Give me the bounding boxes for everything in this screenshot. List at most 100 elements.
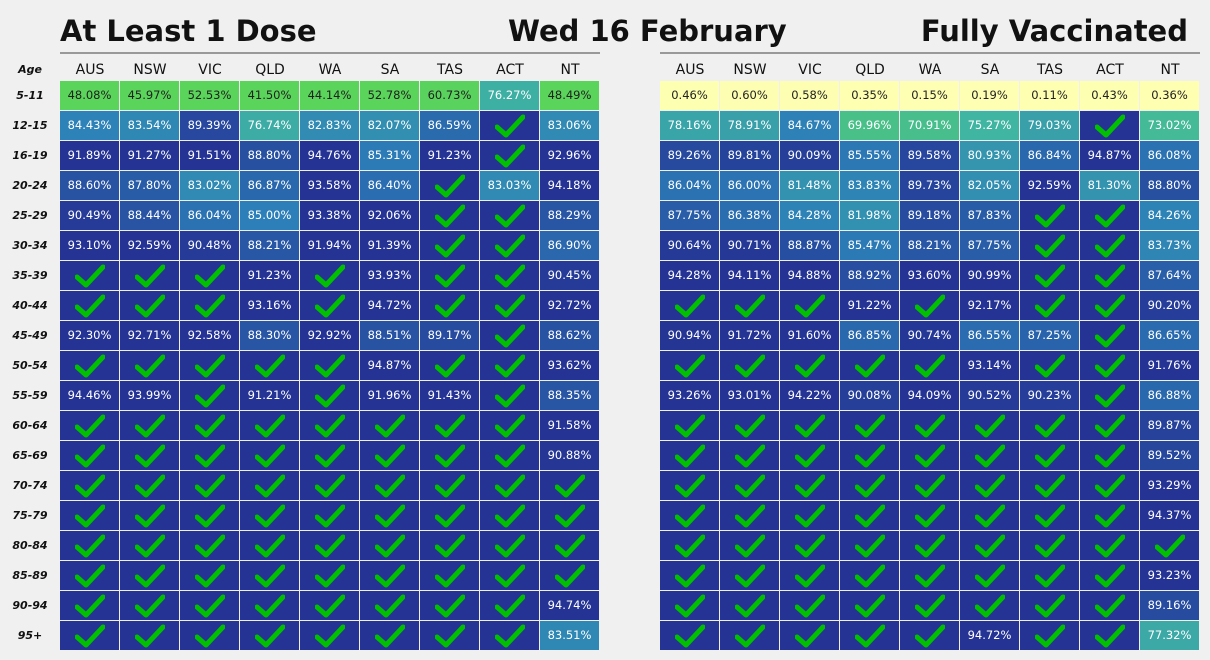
heatmap-cell: 90.94% — [660, 321, 719, 350]
check-icon — [300, 291, 359, 320]
check-icon — [540, 561, 599, 590]
heatmap-cell: 82.83% — [300, 111, 359, 140]
check-icon — [120, 471, 179, 500]
heatmap-cell: 90.74% — [900, 321, 959, 350]
check-icon — [360, 531, 419, 560]
check-icon — [960, 501, 1019, 530]
heatmap-cell: 94.37% — [1140, 501, 1199, 530]
heatmap-cell: 85.55% — [840, 141, 899, 170]
check-icon — [60, 591, 119, 620]
heatmap-cell: 93.38% — [300, 201, 359, 230]
column-header-sa: SA — [380, 62, 400, 78]
check-icon — [420, 591, 479, 620]
heatmap-cell: 94.74% — [540, 591, 599, 620]
heatmap-cell: 91.60% — [780, 321, 839, 350]
check-icon — [840, 561, 899, 590]
heatmap-cell: 93.29% — [1140, 471, 1199, 500]
heatmap-cell: 87.25% — [1020, 321, 1079, 350]
heatmap-cell: 93.01% — [720, 381, 779, 410]
heatmap-cell: 86.59% — [420, 111, 479, 140]
check-icon — [720, 621, 779, 650]
heatmap-cell: 70.91% — [900, 111, 959, 140]
heatmap-cell: 89.52% — [1140, 441, 1199, 470]
check-icon — [1020, 471, 1079, 500]
heatmap-cell: 0.35% — [840, 81, 899, 110]
check-icon — [420, 441, 479, 470]
check-icon — [300, 531, 359, 560]
heatmap-cell: 0.19% — [960, 81, 1019, 110]
check-icon — [300, 351, 359, 380]
heatmap-cell: 88.92% — [840, 261, 899, 290]
heatmap-cell: 92.72% — [540, 291, 599, 320]
heatmap-cell: 88.87% — [780, 231, 839, 260]
heatmap-cell: 87.83% — [960, 201, 1019, 230]
age-label: 5-11 — [16, 89, 44, 102]
check-icon — [900, 531, 959, 560]
heatmap-cell: 91.21% — [240, 381, 299, 410]
check-icon — [180, 471, 239, 500]
heatmap-cell: 94.87% — [360, 351, 419, 380]
check-icon — [240, 591, 299, 620]
heatmap-cell: 83.02% — [180, 171, 239, 200]
check-icon — [720, 501, 779, 530]
check-icon — [240, 501, 299, 530]
heatmap-cell: 0.11% — [1020, 81, 1079, 110]
heatmap-cell: 0.46% — [660, 81, 719, 110]
check-icon — [720, 531, 779, 560]
heatmap-cell: 90.08% — [840, 381, 899, 410]
heatmap-cell: 45.97% — [120, 81, 179, 110]
heatmap-cell: 94.11% — [720, 261, 779, 290]
check-icon — [660, 501, 719, 530]
check-icon — [480, 591, 539, 620]
check-icon — [480, 561, 539, 590]
heatmap-cell: 94.22% — [780, 381, 839, 410]
heatmap-cell: 90.09% — [780, 141, 839, 170]
age-label: 65-69 — [12, 449, 48, 462]
check-icon — [60, 441, 119, 470]
heatmap-cell: 77.32% — [1140, 621, 1199, 650]
heatmap-cell: 78.91% — [720, 111, 779, 140]
check-icon — [1080, 261, 1139, 290]
column-header-tas: TAS — [437, 62, 463, 78]
column-header-sa: SA — [980, 62, 1000, 78]
check-icon — [60, 471, 119, 500]
check-icon — [1020, 621, 1079, 650]
heatmap-cell: 78.16% — [660, 111, 719, 140]
heatmap-cell: 41.50% — [240, 81, 299, 110]
column-header-vic: VIC — [798, 62, 822, 78]
check-icon — [480, 111, 539, 140]
title-rule-left — [60, 52, 600, 54]
check-icon — [420, 531, 479, 560]
check-icon — [420, 261, 479, 290]
column-header-nsw: NSW — [133, 62, 167, 78]
heatmap-cell: 83.51% — [540, 621, 599, 650]
heatmap-cell: 86.84% — [1020, 141, 1079, 170]
heatmap-cell: 89.17% — [420, 321, 479, 350]
check-icon — [420, 351, 479, 380]
heatmap-cell: 88.21% — [900, 231, 959, 260]
check-icon — [1020, 441, 1079, 470]
check-icon — [240, 621, 299, 650]
heatmap-cell: 75.27% — [960, 111, 1019, 140]
check-icon — [1020, 351, 1079, 380]
heatmap-cell: 91.43% — [420, 381, 479, 410]
heatmap-cell: 93.58% — [300, 171, 359, 200]
heatmap-cell: 88.29% — [540, 201, 599, 230]
check-icon — [1020, 411, 1079, 440]
heatmap-cell: 81.30% — [1080, 171, 1139, 200]
check-icon — [420, 621, 479, 650]
heatmap-cell: 89.81% — [720, 141, 779, 170]
check-icon — [1080, 621, 1139, 650]
heatmap-cell: 94.72% — [960, 621, 1019, 650]
check-icon — [840, 441, 899, 470]
heatmap-cell: 93.14% — [960, 351, 1019, 380]
check-icon — [1080, 381, 1139, 410]
heatmap-cell: 86.65% — [1140, 321, 1199, 350]
heatmap-cell: 84.43% — [60, 111, 119, 140]
age-label: 70-74 — [12, 479, 48, 492]
age-label: 80-84 — [12, 539, 48, 552]
check-icon — [480, 531, 539, 560]
check-icon — [480, 201, 539, 230]
check-icon — [180, 531, 239, 560]
heatmap-cell: 87.75% — [660, 201, 719, 230]
